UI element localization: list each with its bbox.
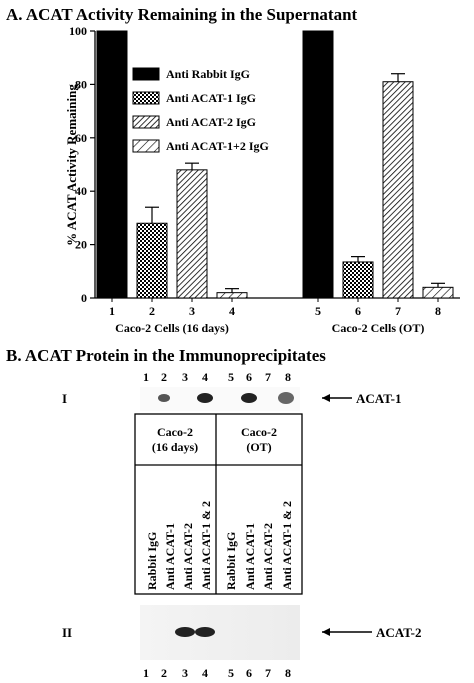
legend-swatch xyxy=(132,91,160,105)
blot-image xyxy=(140,605,300,660)
bar xyxy=(382,81,414,299)
arrow-head xyxy=(322,628,330,636)
lane-number: 3 xyxy=(182,666,188,680)
band xyxy=(158,394,170,402)
x-tick-label: 8 xyxy=(435,304,441,318)
table-box xyxy=(134,413,303,595)
treatment-label: Rabbit IgG xyxy=(145,532,159,590)
y-tick-label: 20 xyxy=(75,238,87,252)
group-header: (16 days) xyxy=(152,440,198,454)
panel-title: B. ACAT Protein in the Immunoprecipitate… xyxy=(6,346,326,365)
bar xyxy=(96,30,128,299)
bar xyxy=(176,169,208,299)
legend-label: Anti ACAT-1 IgG xyxy=(166,91,256,105)
x-tick-label: 4 xyxy=(229,304,235,318)
y-tick-label: 100 xyxy=(69,24,87,38)
legend-swatch xyxy=(132,115,160,129)
bar xyxy=(302,30,334,299)
error-bar xyxy=(225,288,239,293)
x-tick-label: 3 xyxy=(189,304,195,318)
lane-number: 2 xyxy=(161,666,167,680)
blot-target: ACAT-2 xyxy=(376,625,422,640)
group-header: (OT) xyxy=(246,440,271,454)
treatment-label: Anti ACAT-1 xyxy=(163,523,177,590)
error-bar xyxy=(145,206,159,224)
group-header: Caco-2 xyxy=(157,425,193,439)
legend-label: Anti Rabbit IgG xyxy=(166,67,250,81)
lane-number: 1 xyxy=(143,370,149,384)
x-tick-label: 5 xyxy=(315,304,321,318)
blot-label: II xyxy=(62,625,72,640)
y-axis-label: % ACAT Activity Remaining xyxy=(64,84,79,246)
legend-label: Anti ACAT-2 IgG xyxy=(166,115,256,129)
treatment-label: Rabbit IgG xyxy=(224,532,238,590)
x-tick-label: 7 xyxy=(395,304,401,318)
band xyxy=(195,627,215,637)
plot: 0 20 40 60 80 100 Anti Rabbit IgG Anti ACAT-1 I… xyxy=(69,24,460,335)
x-tick-label: 1 xyxy=(109,304,115,318)
legend-swatch xyxy=(132,139,160,153)
lane-number: 4 xyxy=(202,370,208,384)
legend-swatch xyxy=(132,67,160,81)
blot-i xyxy=(140,387,300,411)
lane-number: 4 xyxy=(202,666,208,680)
lane-number: 1 xyxy=(143,666,149,680)
x-tick-label: 6 xyxy=(355,304,361,318)
treatment-label: Anti ACAT-1 & 2 xyxy=(199,501,213,590)
bar xyxy=(216,292,248,299)
y-tick-label: 0 xyxy=(81,291,87,305)
lane-number: 6 xyxy=(246,666,252,680)
arrow-head xyxy=(322,394,330,402)
lane-number: 5 xyxy=(228,370,234,384)
bar xyxy=(136,222,168,299)
treatment-label: Anti ACAT-1 & 2 xyxy=(280,501,294,590)
error-bar xyxy=(431,282,445,288)
y-tick-label: 60 xyxy=(75,131,87,145)
lane-number: 7 xyxy=(265,666,271,680)
group-label: Caco-2 Cells (16 days) xyxy=(115,321,229,335)
treatment-label: Anti ACAT-2 xyxy=(261,523,275,590)
y-tick-label: 40 xyxy=(75,184,87,198)
band xyxy=(175,627,195,637)
treatment-label: Anti ACAT-2 xyxy=(181,523,195,590)
lane-number: 3 xyxy=(182,370,188,384)
group-header: Caco-2 xyxy=(241,425,277,439)
band xyxy=(197,393,213,403)
lane-number: 7 xyxy=(265,370,271,384)
lane-number: 8 xyxy=(285,666,291,680)
error-bar xyxy=(391,73,405,82)
error-bar xyxy=(185,162,199,170)
bar xyxy=(422,286,454,299)
band xyxy=(278,392,294,404)
chart-title: A. ACAT Activity Remaining in the Supern… xyxy=(6,5,358,24)
lane-number: 8 xyxy=(285,370,291,384)
error-bar xyxy=(351,256,365,262)
bar xyxy=(342,261,374,299)
lane-number: 5 xyxy=(228,666,234,680)
lane-number: 6 xyxy=(246,370,252,384)
blot-target: ACAT-1 xyxy=(356,391,402,406)
band xyxy=(241,393,257,403)
y-tick-label: 80 xyxy=(75,77,87,91)
blot-label: I xyxy=(62,391,67,406)
treatment-label: Anti ACAT-1 xyxy=(243,523,257,590)
x-tick-label: 2 xyxy=(149,304,155,318)
lane-number: 2 xyxy=(161,370,167,384)
legend-label: Anti ACAT-1+2 IgG xyxy=(166,139,269,153)
group-label: Caco-2 Cells (OT) xyxy=(332,321,425,335)
